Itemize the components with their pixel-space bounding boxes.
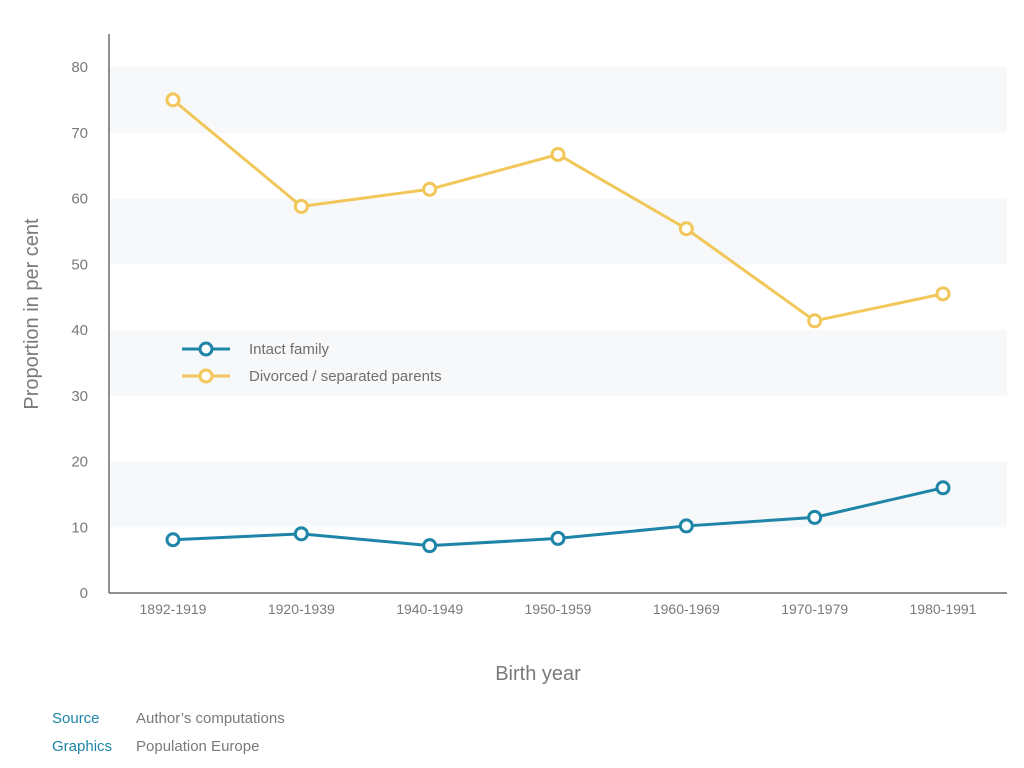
chart: 0 10 20 30 40 50 60 70 80 1892-1919 1920-1939 1940… — [21, 34, 1007, 685]
y-tick-label: 60 — [71, 191, 88, 208]
data-point — [550, 530, 566, 546]
data-point — [293, 198, 309, 214]
data-point — [165, 92, 181, 108]
series-layer — [165, 92, 951, 554]
data-point — [807, 313, 823, 329]
legend-swatch-marker — [198, 368, 214, 384]
data-point — [678, 518, 694, 534]
x-axis-title: Birth year — [495, 663, 581, 685]
x-tick-label: 1892-1919 — [140, 601, 207, 617]
data-point — [550, 146, 566, 162]
x-tick-label: 1960-1969 — [653, 601, 720, 617]
footer-source-key: Source — [52, 710, 100, 727]
legend-swatch-marker — [198, 341, 214, 357]
data-point — [422, 538, 438, 554]
x-tick-label: 1940-1949 — [396, 601, 463, 617]
grid-band — [109, 330, 1007, 396]
y-tick-label: 30 — [71, 388, 88, 405]
footer-graphics: Graphics Population Europe — [52, 738, 259, 755]
data-point — [935, 286, 951, 302]
x-tick-label: 1920-1939 — [268, 601, 335, 617]
grid-band — [109, 198, 1007, 265]
y-tick-label: 80 — [71, 59, 88, 76]
y-tick-label: 50 — [71, 256, 88, 273]
legend-item: Divorced / separated parents — [182, 368, 442, 385]
data-point — [807, 509, 823, 525]
x-tick-label: 1970-1979 — [781, 601, 848, 617]
y-tick-labels: 0 10 20 30 40 50 60 70 80 — [71, 59, 88, 602]
y-tick-label: 40 — [71, 322, 88, 339]
grid-band — [109, 461, 1007, 528]
data-point — [422, 181, 438, 197]
footer-graphics-value: Population Europe — [136, 738, 260, 755]
y-tick-label: 70 — [71, 125, 88, 142]
footer-graphics-key: Graphics — [52, 738, 113, 755]
footer-source: Source Author’s computations — [52, 710, 285, 727]
legend-item: Intact family — [182, 341, 330, 358]
grid-bands — [109, 67, 1007, 528]
footer-source-value: Author’s computations — [136, 710, 285, 727]
y-tick-label: 10 — [71, 519, 88, 536]
data-point — [165, 532, 181, 548]
x-tick-label: 1950-1959 — [525, 601, 592, 617]
legend-label: Intact family — [249, 341, 330, 358]
legend-label: Divorced / separated parents — [249, 368, 442, 385]
data-point — [678, 221, 694, 237]
y-tick-label: 0 — [80, 585, 88, 602]
data-point — [935, 480, 951, 496]
y-tick-label: 20 — [71, 454, 88, 471]
y-axis-title: Proportion in per cent — [21, 218, 43, 410]
x-tick-label: 1980-1991 — [910, 601, 977, 617]
series-0 — [165, 480, 951, 554]
data-point — [293, 526, 309, 542]
legend: Intact family Divorced / separated parent… — [182, 341, 442, 385]
grid-band — [109, 67, 1007, 133]
x-tick-labels: 1892-1919 1920-1939 1940-1949 1950-1959 1960… — [140, 601, 977, 617]
series-1 — [165, 92, 951, 329]
